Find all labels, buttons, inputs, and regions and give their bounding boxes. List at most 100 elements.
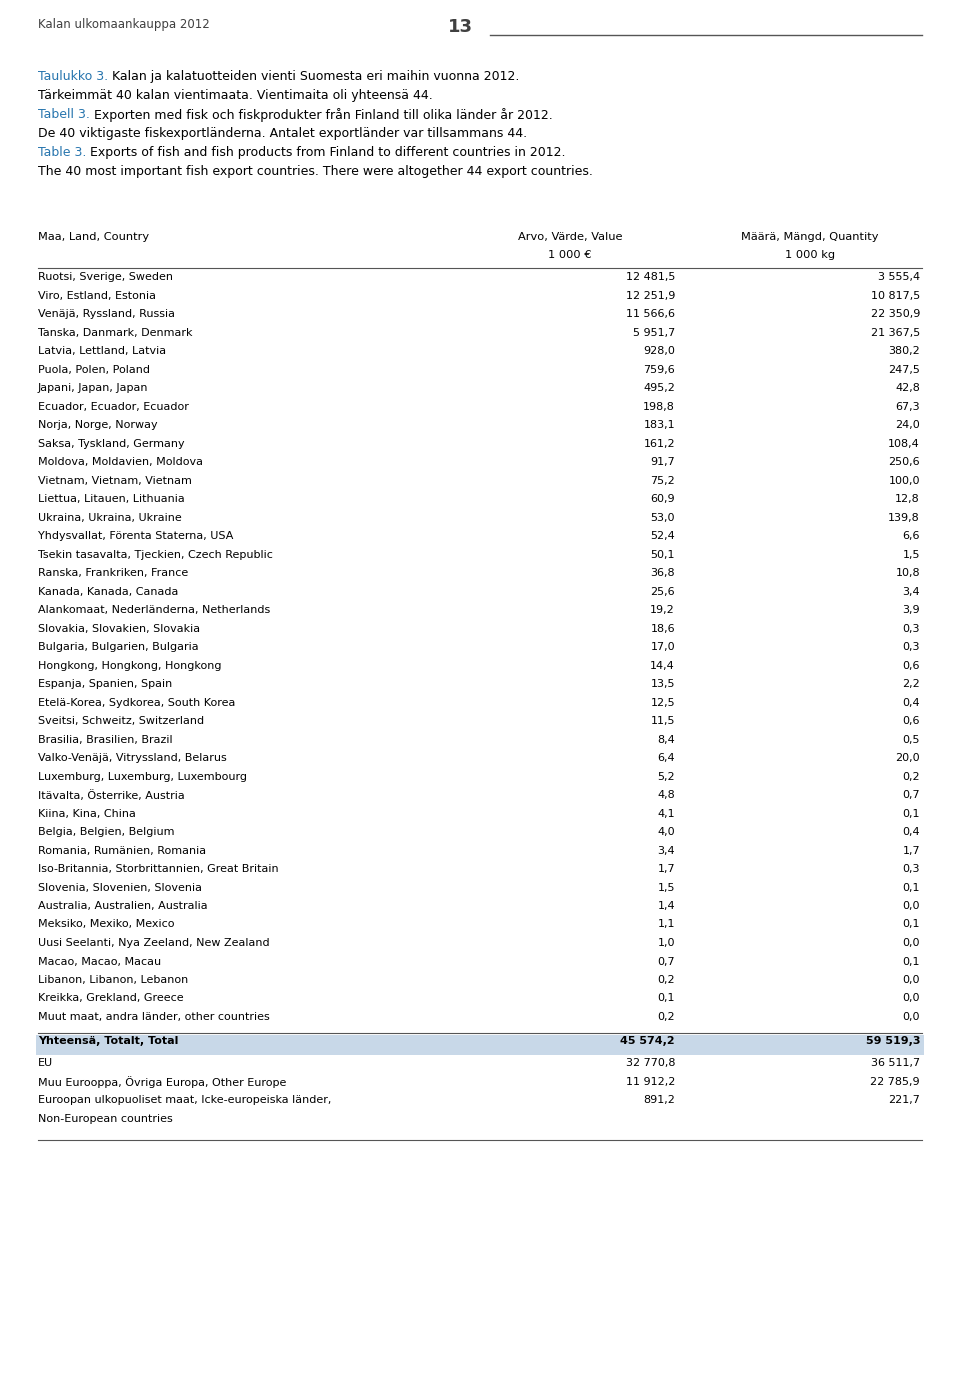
Text: 221,7: 221,7 bbox=[888, 1095, 920, 1105]
Text: 4,8: 4,8 bbox=[658, 790, 675, 799]
Text: Muut maat, andra länder, other countries: Muut maat, andra länder, other countries bbox=[38, 1012, 270, 1022]
Text: Itävalta, Österrike, Austria: Itävalta, Österrike, Austria bbox=[38, 790, 184, 801]
Text: Liettua, Litauen, Lithuania: Liettua, Litauen, Lithuania bbox=[38, 494, 184, 504]
Text: 198,8: 198,8 bbox=[643, 401, 675, 411]
Text: 891,2: 891,2 bbox=[643, 1095, 675, 1105]
Text: Belgia, Belgien, Belgium: Belgia, Belgien, Belgium bbox=[38, 827, 175, 837]
Text: 21 367,5: 21 367,5 bbox=[871, 328, 920, 337]
Text: Yhdysvallat, Förenta Staterna, USA: Yhdysvallat, Förenta Staterna, USA bbox=[38, 532, 233, 541]
Text: Non-European countries: Non-European countries bbox=[38, 1113, 173, 1123]
Text: Moldova, Moldavien, Moldova: Moldova, Moldavien, Moldova bbox=[38, 457, 203, 466]
Text: 32 770,8: 32 770,8 bbox=[626, 1058, 675, 1067]
Text: Romania, Rumänien, Romania: Romania, Rumänien, Romania bbox=[38, 845, 206, 855]
Text: 0,2: 0,2 bbox=[658, 1012, 675, 1022]
Text: Määrä, Mängd, Quantity: Määrä, Mängd, Quantity bbox=[741, 232, 878, 242]
Text: 250,6: 250,6 bbox=[888, 457, 920, 466]
Text: 1,0: 1,0 bbox=[658, 938, 675, 948]
Text: 0,4: 0,4 bbox=[902, 827, 920, 837]
Text: 495,2: 495,2 bbox=[643, 383, 675, 393]
Text: 1 000 kg: 1 000 kg bbox=[785, 250, 835, 260]
Text: Exports of fish and fish products from Finland to different countries in 2012.: Exports of fish and fish products from F… bbox=[86, 146, 565, 160]
Text: 0,0: 0,0 bbox=[902, 974, 920, 985]
Text: 0,4: 0,4 bbox=[902, 698, 920, 708]
Text: 25,6: 25,6 bbox=[650, 587, 675, 597]
Text: Muu Eurooppa, Övriga Europa, Other Europe: Muu Eurooppa, Övriga Europa, Other Europ… bbox=[38, 1077, 286, 1088]
Text: EU: EU bbox=[38, 1058, 53, 1067]
Text: 161,2: 161,2 bbox=[643, 439, 675, 448]
Text: Taulukko 3.: Taulukko 3. bbox=[38, 69, 108, 83]
Text: Kreikka, Grekland, Greece: Kreikka, Grekland, Greece bbox=[38, 994, 183, 1004]
Text: 3,4: 3,4 bbox=[658, 845, 675, 855]
Text: Uusi Seelanti, Nya Zeeland, New Zealand: Uusi Seelanti, Nya Zeeland, New Zealand bbox=[38, 938, 270, 948]
Text: Table 3.: Table 3. bbox=[38, 146, 86, 160]
Text: 3,9: 3,9 bbox=[902, 605, 920, 615]
Text: 0,1: 0,1 bbox=[902, 883, 920, 892]
Text: 0,2: 0,2 bbox=[902, 772, 920, 781]
Text: Kalan ja kalatuotteiden vienti Suomesta eri maihin vuonna 2012.: Kalan ja kalatuotteiden vienti Suomesta … bbox=[108, 69, 519, 83]
Text: 759,6: 759,6 bbox=[643, 365, 675, 375]
Text: 11 566,6: 11 566,6 bbox=[626, 310, 675, 319]
Text: Sveitsi, Schweitz, Switzerland: Sveitsi, Schweitz, Switzerland bbox=[38, 716, 204, 726]
Text: 108,4: 108,4 bbox=[888, 439, 920, 448]
Text: Iso-Britannia, Storbrittannien, Great Britain: Iso-Britannia, Storbrittannien, Great Br… bbox=[38, 863, 278, 874]
Text: 91,7: 91,7 bbox=[650, 457, 675, 466]
Text: 11,5: 11,5 bbox=[651, 716, 675, 726]
Text: 1 000 €: 1 000 € bbox=[548, 250, 591, 260]
Text: 17,0: 17,0 bbox=[650, 643, 675, 652]
Text: 42,8: 42,8 bbox=[895, 383, 920, 393]
Text: Ruotsi, Sverige, Sweden: Ruotsi, Sverige, Sweden bbox=[38, 272, 173, 282]
Text: Libanon, Libanon, Lebanon: Libanon, Libanon, Lebanon bbox=[38, 974, 188, 985]
Text: 4,1: 4,1 bbox=[658, 808, 675, 819]
Text: Venäjä, Ryssland, Russia: Venäjä, Ryssland, Russia bbox=[38, 310, 175, 319]
Text: Japani, Japan, Japan: Japani, Japan, Japan bbox=[38, 383, 149, 393]
Text: Ecuador, Ecuador, Ecuador: Ecuador, Ecuador, Ecuador bbox=[38, 401, 189, 411]
Text: 0,0: 0,0 bbox=[902, 1012, 920, 1022]
Text: Tärkeimmät 40 kalan vientimaata. Vientimaita oli yhteensä 44.: Tärkeimmät 40 kalan vientimaata. Vientim… bbox=[38, 89, 433, 101]
Text: 100,0: 100,0 bbox=[889, 476, 920, 486]
Text: 36 511,7: 36 511,7 bbox=[871, 1058, 920, 1067]
Text: 0,2: 0,2 bbox=[658, 974, 675, 985]
Text: 50,1: 50,1 bbox=[651, 550, 675, 559]
Text: 36,8: 36,8 bbox=[650, 568, 675, 577]
Text: Valko-Venäjä, Vitryssland, Belarus: Valko-Venäjä, Vitryssland, Belarus bbox=[38, 754, 227, 763]
Text: 6,4: 6,4 bbox=[658, 754, 675, 763]
Text: 1,4: 1,4 bbox=[658, 901, 675, 911]
Text: 0,6: 0,6 bbox=[902, 716, 920, 726]
Text: 12 481,5: 12 481,5 bbox=[626, 272, 675, 282]
Text: 1,1: 1,1 bbox=[658, 919, 675, 930]
Text: 6,6: 6,6 bbox=[902, 532, 920, 541]
Text: 928,0: 928,0 bbox=[643, 346, 675, 355]
Text: 14,4: 14,4 bbox=[650, 661, 675, 670]
Text: 0,1: 0,1 bbox=[902, 956, 920, 966]
Text: 0,7: 0,7 bbox=[902, 790, 920, 799]
Text: 0,0: 0,0 bbox=[902, 938, 920, 948]
Text: 0,5: 0,5 bbox=[902, 734, 920, 744]
Text: 13,5: 13,5 bbox=[651, 679, 675, 688]
Text: 0,3: 0,3 bbox=[902, 863, 920, 874]
Text: 18,6: 18,6 bbox=[650, 623, 675, 633]
Text: Maa, Land, Country: Maa, Land, Country bbox=[38, 232, 149, 242]
Text: Etelä-Korea, Sydkorea, South Korea: Etelä-Korea, Sydkorea, South Korea bbox=[38, 698, 235, 708]
Text: 0,7: 0,7 bbox=[658, 956, 675, 966]
Text: 11 912,2: 11 912,2 bbox=[626, 1077, 675, 1087]
Text: 1,7: 1,7 bbox=[902, 845, 920, 855]
Text: 139,8: 139,8 bbox=[888, 512, 920, 522]
Text: Ranska, Frankriken, France: Ranska, Frankriken, France bbox=[38, 568, 188, 577]
Text: The 40 most important fish export countries. There were altogether 44 export cou: The 40 most important fish export countr… bbox=[38, 165, 593, 178]
Text: Meksiko, Mexiko, Mexico: Meksiko, Mexiko, Mexico bbox=[38, 919, 175, 930]
Text: 52,4: 52,4 bbox=[650, 532, 675, 541]
Text: De 40 viktigaste fiskexportländerna. Antalet exportländer var tillsammans 44.: De 40 viktigaste fiskexportländerna. Ant… bbox=[38, 126, 527, 140]
Text: Slovakia, Slovakien, Slovakia: Slovakia, Slovakien, Slovakia bbox=[38, 623, 200, 633]
Text: 60,9: 60,9 bbox=[650, 494, 675, 504]
Text: 1,5: 1,5 bbox=[658, 883, 675, 892]
Text: Espanja, Spanien, Spain: Espanja, Spanien, Spain bbox=[38, 679, 172, 688]
Text: 1,5: 1,5 bbox=[902, 550, 920, 559]
Text: 22 785,9: 22 785,9 bbox=[871, 1077, 920, 1087]
Text: 22 350,9: 22 350,9 bbox=[871, 310, 920, 319]
Text: 4,0: 4,0 bbox=[658, 827, 675, 837]
Text: Australia, Australien, Australia: Australia, Australien, Australia bbox=[38, 901, 207, 911]
Text: 59 519,3: 59 519,3 bbox=[866, 1035, 920, 1045]
Text: Puola, Polen, Poland: Puola, Polen, Poland bbox=[38, 365, 150, 375]
Text: Viro, Estland, Estonia: Viro, Estland, Estonia bbox=[38, 290, 156, 300]
Text: 1,7: 1,7 bbox=[658, 863, 675, 874]
